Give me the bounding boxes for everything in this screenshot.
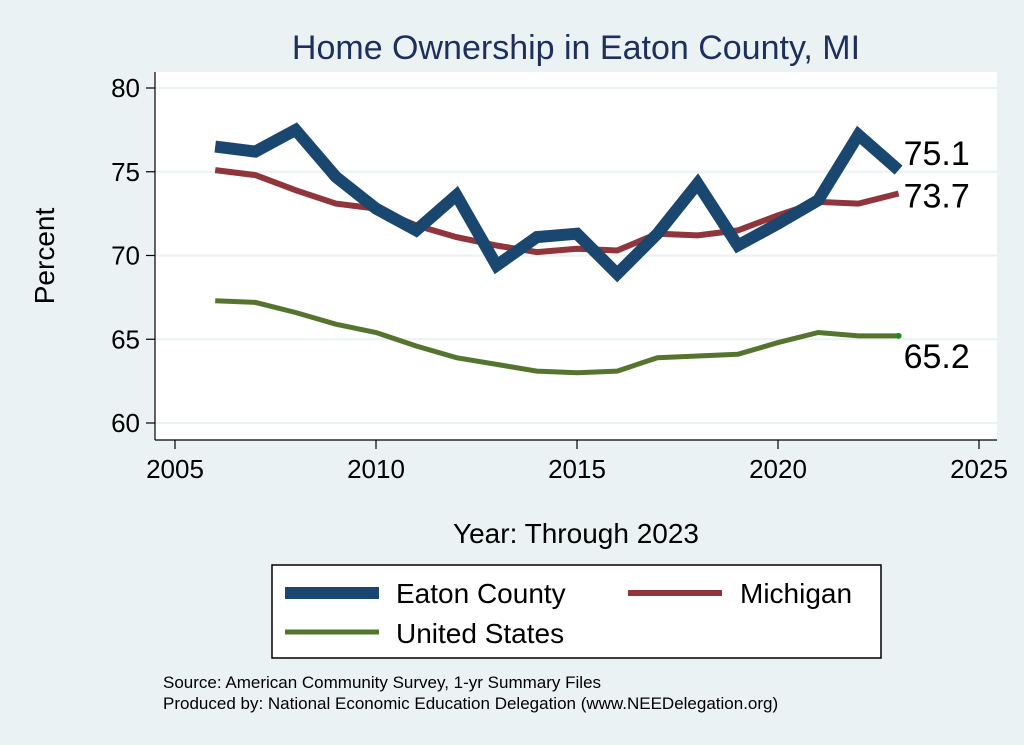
x-tick-label: 2025 [950, 454, 1008, 484]
y-tick-label: 60 [111, 408, 140, 438]
x-tick-label: 2015 [548, 454, 606, 484]
series-line-eaton-county [214, 122, 903, 283]
x-axis-label: Year: Through 2023 [453, 518, 699, 549]
end-labels: 75.1 73.7 65.2 [904, 135, 970, 376]
series-line-united-states [215, 298, 899, 376]
legend: Eaton County Michigan United States [271, 564, 882, 659]
end-label-united-states: 65.2 [904, 338, 970, 376]
y-tick-label: 75 [111, 157, 140, 187]
x-tick-label: 2010 [347, 454, 405, 484]
producer-note: Produced by: National Economic Education… [163, 694, 778, 713]
series-layer [214, 122, 903, 376]
chart-title: Home Ownership in Eaton County, MI [292, 29, 860, 67]
legend-box [271, 564, 882, 659]
y-tick-label: 80 [111, 73, 140, 103]
legend-label-united-states: United States [396, 618, 564, 649]
series-end-marker-united-states [895, 332, 902, 339]
y-axis: 60 65 70 75 80 [111, 72, 156, 440]
grid-lines [155, 87, 997, 424]
y-tick-label: 70 [111, 241, 140, 271]
x-axis: 2005 2010 2015 2020 2025 [146, 439, 1008, 484]
end-label-michigan: 73.7 [904, 178, 970, 216]
y-tick-label: 65 [111, 324, 140, 354]
end-label-eaton-county: 75.1 [904, 135, 970, 173]
x-tick-label: 2005 [146, 454, 204, 484]
legend-label-michigan: Michigan [740, 578, 852, 609]
x-tick-label: 2020 [749, 454, 807, 484]
y-axis-label: Percent [29, 208, 60, 305]
legend-label-eaton-county: Eaton County [396, 578, 566, 609]
source-note: Source: American Community Survey, 1-yr … [163, 673, 601, 692]
